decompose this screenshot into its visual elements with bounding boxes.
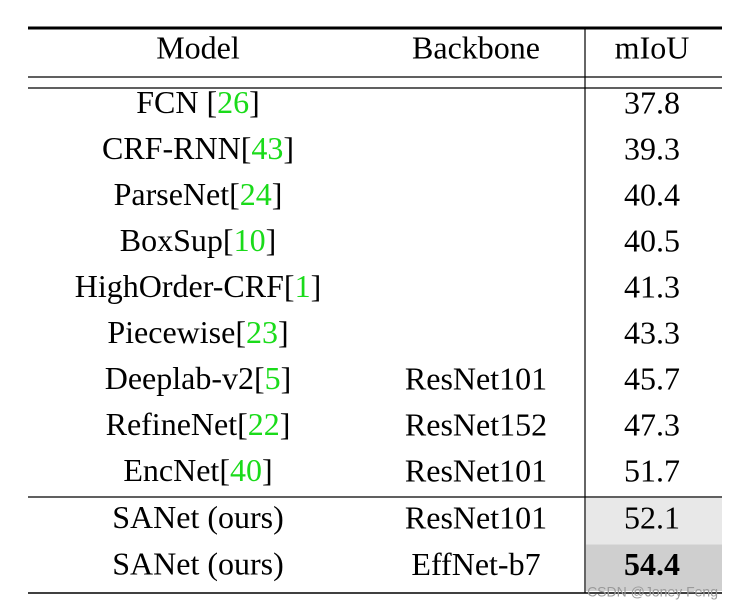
miou-cell: 54.4 — [624, 546, 680, 582]
model-name: ] — [283, 130, 294, 166]
model-name: ] — [311, 268, 322, 304]
header-cell: Model — [156, 29, 240, 65]
citation: 40 — [230, 452, 262, 488]
model-name: HighOrder-CRF[ — [75, 268, 295, 304]
backbone-cell: ResNet152 — [405, 406, 547, 442]
citation: 23 — [246, 314, 278, 350]
model-name: RefineNet[ — [106, 406, 248, 442]
citation: 1 — [295, 268, 311, 304]
model-name: Deeplab-v2[ — [105, 360, 265, 396]
backbone-cell: ResNet101 — [405, 452, 547, 488]
miou-cell: 39.3 — [624, 130, 680, 166]
miou-cell: 41.3 — [624, 268, 680, 304]
miou-cell: 47.3 — [624, 406, 680, 442]
citation: 24 — [240, 176, 272, 212]
miou-cell: 43.3 — [624, 314, 680, 350]
model-cell: Deeplab-v2[5] — [105, 360, 292, 396]
model-name: FCN [ — [136, 84, 217, 120]
citation: 43 — [251, 130, 283, 166]
model-name: ParseNet[ — [114, 176, 240, 212]
model-cell: HighOrder-CRF[1] — [75, 268, 321, 304]
model-name: Piecewise[ — [107, 314, 246, 350]
model-cell: CRF-RNN[43] — [102, 130, 294, 166]
miou-cell: 51.7 — [624, 452, 680, 488]
model-name: ] — [280, 406, 291, 442]
model-cell: BoxSup[10] — [120, 222, 276, 258]
citation: 5 — [265, 360, 281, 396]
model-name: ] — [272, 176, 283, 212]
model-name: ] — [278, 314, 289, 350]
model-name: ] — [266, 222, 277, 258]
citation: 22 — [248, 406, 280, 442]
model-name: SANet (ours) — [112, 499, 284, 535]
miou-cell: 40.4 — [624, 176, 680, 212]
model-name: EncNet[ — [123, 452, 230, 488]
model-name: SANet (ours) — [112, 546, 284, 582]
miou-cell: 40.5 — [624, 222, 680, 258]
miou-cell: 52.1 — [624, 499, 680, 535]
model-name: ] — [249, 84, 260, 120]
watermark: CSDN @Joney Feng — [587, 584, 718, 600]
model-cell: RefineNet[22] — [106, 406, 291, 442]
model-cell: ParseNet[24] — [114, 176, 283, 212]
model-cell: EncNet[40] — [123, 452, 272, 488]
cell-highlight — [586, 498, 722, 545]
header-cell: Backbone — [412, 29, 540, 65]
cell-highlight — [586, 544, 722, 591]
model-name: BoxSup[ — [120, 222, 234, 258]
backbone-cell: EffNet-b7 — [411, 546, 540, 582]
citation: 10 — [234, 222, 266, 258]
header-cell: mIoU — [615, 29, 690, 65]
model-name: ] — [262, 452, 273, 488]
model-cell: SANet (ours) — [112, 499, 284, 535]
backbone-cell: ResNet101 — [405, 499, 547, 535]
model-name: CRF-RNN[ — [102, 130, 251, 166]
model-name: ] — [281, 360, 292, 396]
model-cell: FCN [26] — [136, 84, 260, 120]
miou-cell: 37.8 — [624, 84, 680, 120]
model-cell: SANet (ours) — [112, 546, 284, 582]
citation: 26 — [217, 84, 249, 120]
miou-cell: 45.7 — [624, 360, 680, 396]
backbone-cell: ResNet101 — [405, 360, 547, 396]
model-cell: Piecewise[23] — [107, 314, 288, 350]
